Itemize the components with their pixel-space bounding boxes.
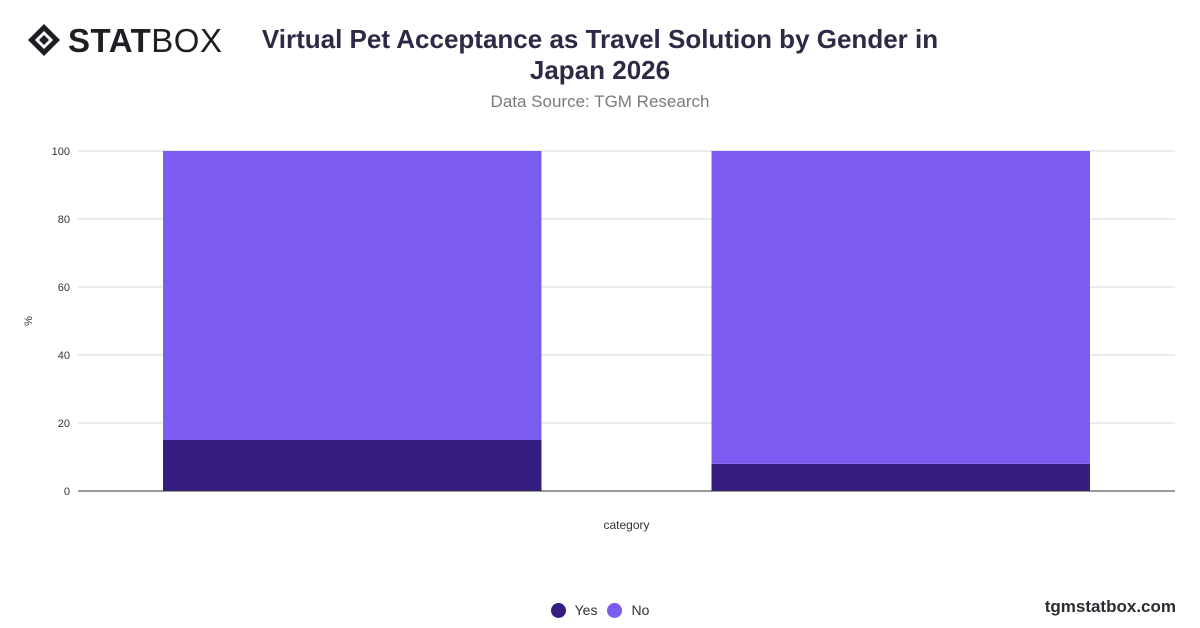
legend-swatch-yes — [550, 602, 566, 618]
logo-text-bold: STAT — [68, 21, 152, 59]
bar-no-1[interactable] — [163, 151, 542, 440]
y-tick-label: 100 — [52, 146, 70, 158]
x-axis-label: category — [603, 518, 649, 532]
legend-label-no: No — [631, 602, 650, 618]
y-tick-label: 40 — [58, 350, 70, 362]
statbox-logo: STAT BOX — [26, 22, 222, 58]
logo-text-light: BOX — [151, 21, 223, 59]
chart-legend: Yes No — [0, 602, 1200, 618]
logo-wordmark: STAT BOX — [68, 24, 222, 57]
y-tick-label: 80 — [58, 214, 70, 226]
stacked-bar-chart: 0 20 40 60 80 100% category — [23, 146, 1175, 532]
statbox-diamond-icon — [28, 24, 60, 56]
legend-item-yes[interactable]: Yes — [550, 602, 598, 618]
watermark[interactable]: tgmstatbox.com — [1044, 597, 1176, 616]
legend-item-no[interactable]: No — [607, 602, 649, 618]
bar-no-2[interactable] — [711, 151, 1090, 464]
bar-yes-1[interactable] — [163, 440, 542, 491]
bar-yes-2[interactable] — [711, 463, 1090, 491]
y-tick-label: 0 — [64, 486, 70, 498]
legend-swatch-no — [607, 602, 623, 618]
chart-subtitle: Data Source: TGM Research — [490, 92, 710, 111]
chart-title: Virtual Pet Acceptance as Travel Solutio… — [261, 24, 939, 85]
y-axis-label: % — [23, 316, 35, 326]
y-tick-label: 60 — [58, 282, 70, 294]
legend-label-yes: Yes — [574, 602, 598, 618]
y-tick-label: 20 — [58, 418, 70, 430]
